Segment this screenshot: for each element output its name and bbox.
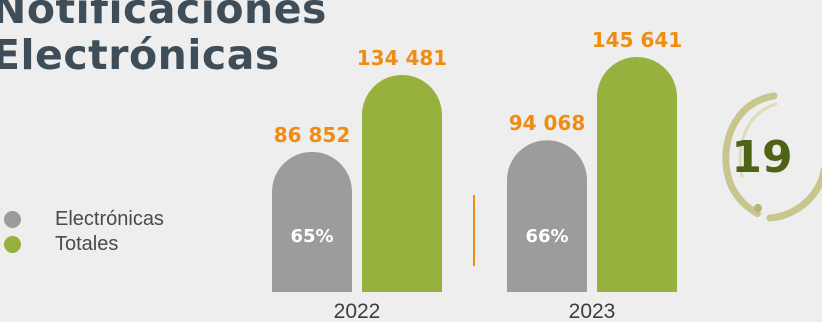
bar-electrnicas-2023 [507,140,587,292]
legend-item-totales: Totales [4,233,118,256]
legend-swatch-electronicas [4,211,21,228]
x-tick-label: 2022 [334,300,381,322]
badge-number: 19 [731,132,793,183]
legend-label-electronicas: Electrónicas [55,208,164,230]
data-label-percent: 65% [290,226,333,247]
data-label-value: 94 068 [509,111,586,135]
bar-totales-2022 [362,75,442,292]
x-tick-label: 2023 [569,300,616,322]
title-line-1: Notificaciones [0,0,327,33]
data-label-percent: 66% [525,226,568,247]
title-line-2: Electrónicas [0,31,280,79]
legend-label-totales: Totales [55,233,119,255]
bar-totales-2023 [597,57,677,292]
chart-legend: Electrónicas Totales [0,0,260,322]
legend-swatch-totales [4,236,21,253]
bar-electrnicas-2022 [272,151,352,292]
data-label-value: 86 852 [274,123,351,147]
laurel-ring-icon [722,92,822,222]
legend-item-electronicas: Electrónicas [4,208,164,231]
data-label-value: 134 481 [357,46,447,70]
page-title: Notificaciones Electrónicas [0,0,327,78]
data-label-value: 145 641 [592,28,682,52]
